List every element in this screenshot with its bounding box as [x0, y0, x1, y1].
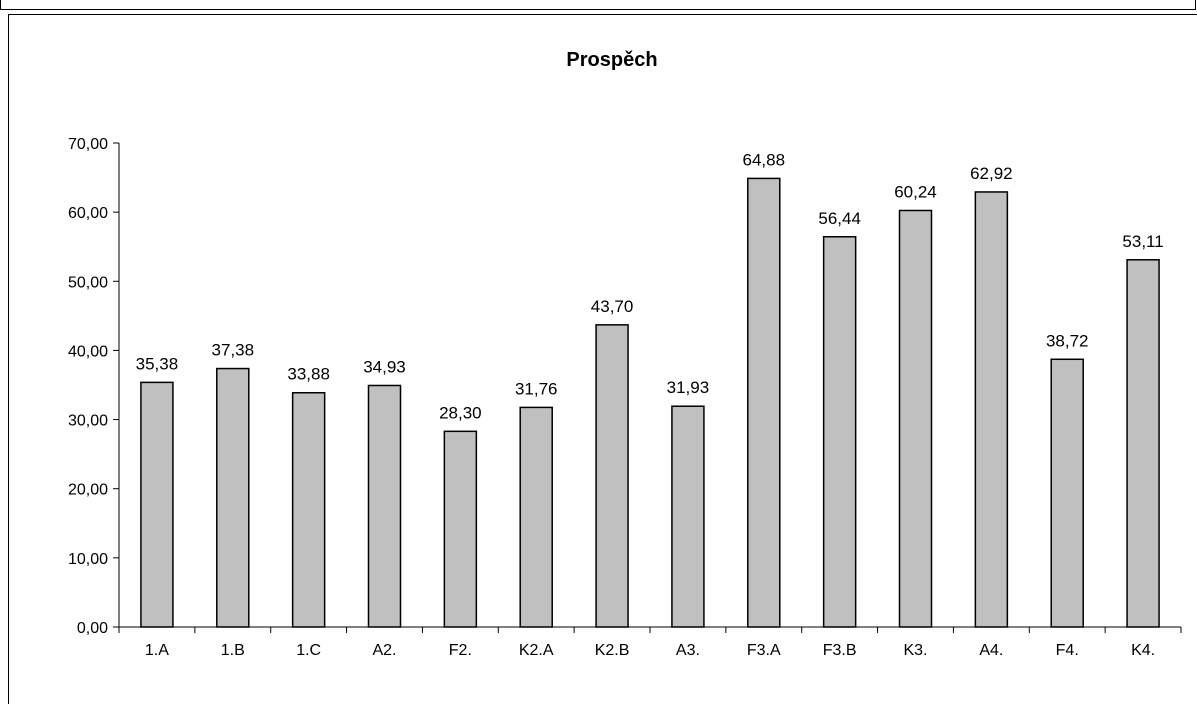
bar	[974, 191, 1009, 628]
bar	[671, 405, 705, 628]
data-label: 31,76	[515, 379, 558, 398]
bar	[367, 384, 402, 628]
bar	[747, 177, 781, 628]
bars	[140, 177, 1160, 628]
bar	[140, 381, 174, 628]
y-tick-label: 0,00	[77, 620, 108, 637]
data-label: 64,88	[743, 150, 786, 169]
data-label: 31,93	[667, 378, 710, 397]
data-label: 56,44	[818, 209, 861, 228]
x-tick-label: A2.	[372, 642, 396, 659]
x-tick-label: F4.	[1056, 642, 1079, 659]
data-label: 38,72	[1046, 331, 1089, 350]
x-tick-label: K2.B	[595, 642, 630, 659]
bar	[216, 367, 250, 628]
bar	[595, 324, 629, 628]
bar	[519, 406, 553, 628]
data-label: 62,92	[970, 164, 1013, 183]
bar	[1050, 358, 1084, 628]
chart-title: Prospěch	[566, 49, 657, 71]
y-tick-label: 10,00	[68, 551, 108, 568]
bar	[898, 209, 933, 628]
x-axis: 1.A 1.B 1.C A2. F2. K2.A K2.B A3. F3.A F3.B K3. A4.…	[118, 626, 1182, 659]
x-tick-label: 1.C	[296, 642, 321, 659]
bar	[443, 430, 478, 628]
data-label: 37,38	[212, 341, 255, 360]
y-tick-label: 30,00	[68, 413, 108, 430]
x-tick-label: K3.	[903, 642, 927, 659]
x-tick-label: F3.B	[823, 642, 857, 659]
data-label: 43,70	[591, 297, 634, 316]
data-label: 28,30	[439, 403, 482, 422]
y-tick-label: 60,00	[68, 205, 108, 222]
y-tick-label: 40,00	[68, 343, 108, 360]
y-tick-label: 70,00	[68, 136, 108, 153]
x-tick-label: K2.A	[519, 642, 554, 659]
bar	[291, 391, 326, 628]
y-tick-label: 50,00	[68, 274, 108, 291]
x-tick-label: A3.	[676, 642, 700, 659]
data-label: 60,24	[894, 182, 937, 201]
bar	[822, 236, 857, 628]
data-labels: 35,38 37,38 33,88 34,93 28,30 31,76 43,70 31,93…	[136, 150, 1164, 422]
data-label: 35,38	[136, 354, 179, 373]
y-tick-label: 20,00	[68, 482, 108, 499]
chart-frame	[8, 14, 1197, 704]
x-tick-label: K4.	[1131, 642, 1155, 659]
y-axis: 0,00 10,00 20,00 30,00 40,00 50,00 60,00 70,00	[68, 136, 120, 637]
data-label: 34,93	[363, 357, 406, 376]
x-tick-label: 1.B	[221, 642, 245, 659]
x-tick-label: F3.A	[747, 642, 781, 659]
data-label: 53,11	[1122, 232, 1163, 251]
x-tick-label: F2.	[449, 642, 472, 659]
x-tick-label: A4.	[979, 642, 1003, 659]
data-label: 33,88	[287, 365, 330, 384]
window-top-strip	[0, 0, 1196, 10]
x-tick-label: 1.A	[145, 642, 169, 659]
bar	[1126, 259, 1160, 628]
